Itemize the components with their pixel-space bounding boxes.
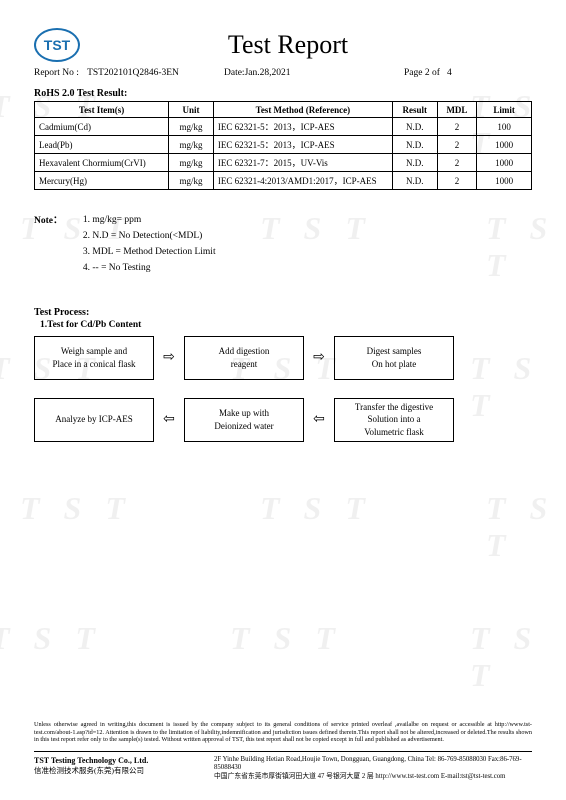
results-table: Test Item(s)UnitTest Method (Reference)R… — [34, 101, 532, 190]
note-block: Note： 1. mg/kg= ppm2. N.D = No Detection… — [34, 212, 532, 277]
footer-company-en: TST Testing Technology Co., Ltd. — [34, 756, 214, 765]
header: TST Test Report — [34, 28, 532, 62]
table-cell: Hexavalent Chormium(CrVI) — [35, 154, 169, 172]
report-no-value: TST202101Q2846-3EN — [87, 68, 179, 78]
table-row: Lead(Pb)mg/kgIEC 62321-5：2013，ICP-AESN.D… — [35, 136, 532, 154]
note-line: 1. mg/kg= ppm — [83, 212, 216, 228]
table-cell: Lead(Pb) — [35, 136, 169, 154]
note-label: Note： — [34, 216, 63, 226]
table-cell: Cadmium(Cd) — [35, 118, 169, 136]
footer-address-en: 2F Yinhe Building Hetian Road,Houjie Tow… — [214, 756, 532, 774]
table-header-cell: Limit — [477, 102, 532, 118]
table-header-cell: Unit — [169, 102, 214, 118]
table-cell: 2 — [437, 172, 477, 190]
date-value: Jan.28,2021 — [245, 68, 291, 78]
flow-row-1: Weigh sample andPlace in a conical flask… — [34, 336, 532, 380]
table-cell: 2 — [437, 154, 477, 172]
table-cell: mg/kg — [169, 172, 214, 190]
table-cell: mg/kg — [169, 154, 214, 172]
table-cell: 1000 — [477, 136, 532, 154]
flow-box: Add digestionreagent — [184, 336, 304, 380]
page-container: TST Test Report Report No : TST202101Q28… — [0, 0, 566, 800]
process-heading: Test Process: — [34, 307, 532, 318]
flow-box: Analyze by ICP-AES — [34, 398, 154, 442]
table-cell: N.D. — [392, 154, 437, 172]
page-label: Page — [404, 68, 422, 78]
meta-row: Report No : TST202101Q2846-3EN Date:Jan.… — [34, 68, 532, 78]
flow-arrow-icon: ⇨ — [304, 349, 334, 366]
table-header-cell: MDL — [437, 102, 477, 118]
flow-arrow-icon: ⇦ — [154, 411, 184, 428]
process-subheading: 1.Test for Cd/Pb Content — [40, 320, 532, 330]
report-title: Test Report — [90, 30, 486, 60]
table-header-cell: Test Item(s) — [35, 102, 169, 118]
date-label: Date: — [224, 68, 245, 78]
table-header-cell: Test Method (Reference) — [213, 102, 392, 118]
flow-arrow-icon: ⇨ — [154, 349, 184, 366]
table-row: Mercury(Hg)mg/kgIEC 62321-4:2013/AMD1:20… — [35, 172, 532, 190]
tst-logo: TST — [34, 28, 80, 62]
flowchart: Weigh sample andPlace in a conical flask… — [34, 336, 532, 442]
table-body: Cadmium(Cd)mg/kgIEC 62321-5：2013，ICP-AES… — [35, 118, 532, 190]
page-current: 2 — [425, 68, 430, 78]
table-cell: IEC 62321-5：2013，ICP-AES — [213, 136, 392, 154]
page-total: 4 — [447, 68, 452, 78]
table-cell: mg/kg — [169, 136, 214, 154]
table-cell: 2 — [437, 118, 477, 136]
table-row: Cadmium(Cd)mg/kgIEC 62321-5：2013，ICP-AES… — [35, 118, 532, 136]
table-cell: 2 — [437, 136, 477, 154]
results-heading: RoHS 2.0 Test Result: — [34, 88, 532, 99]
table-cell: IEC 62321-7：2015，UV-Vis — [213, 154, 392, 172]
table-cell: IEC 62321-5：2013，ICP-AES — [213, 118, 392, 136]
footer-company-cn: 信准检测技术服务(东莞)有限公司 — [34, 765, 214, 776]
table-cell: 100 — [477, 118, 532, 136]
flow-row-2: Analyze by ICP-AES⇦Make up withDeionized… — [34, 398, 532, 442]
table-cell: Mercury(Hg) — [35, 172, 169, 190]
footer: TST Testing Technology Co., Ltd. 信准检测技术服… — [34, 756, 532, 782]
flow-box: Digest samplesOn hot plate — [334, 336, 454, 380]
footer-address-cn: 中国广东省东莞市厚街镇河田大道 47 号银河大厦 2 层 http://www.… — [214, 773, 532, 782]
page-of: of — [432, 68, 440, 78]
table-cell: mg/kg — [169, 118, 214, 136]
note-line: 3. MDL = Method Detection Limit — [83, 244, 216, 260]
note-line: 4. -- = No Testing — [83, 260, 216, 276]
disclaimer-text: Unless otherwise agreed in writing,this … — [34, 721, 532, 744]
table-header-row: Test Item(s)UnitTest Method (Reference)R… — [35, 102, 532, 118]
table-row: Hexavalent Chormium(CrVI)mg/kgIEC 62321-… — [35, 154, 532, 172]
note-lines: 1. mg/kg= ppm2. N.D = No Detection(<MDL)… — [83, 212, 216, 277]
flow-arrow-icon: ⇦ — [304, 411, 334, 428]
table-cell: N.D. — [392, 136, 437, 154]
table-cell: IEC 62321-4:2013/AMD1:2017，ICP-AES — [213, 172, 392, 190]
flow-box: Transfer the digestiveSolution into aVol… — [334, 398, 454, 442]
table-cell: 1000 — [477, 172, 532, 190]
flow-box: Weigh sample andPlace in a conical flask — [34, 336, 154, 380]
table-cell: 1000 — [477, 154, 532, 172]
table-cell: N.D. — [392, 118, 437, 136]
footer-divider — [34, 751, 532, 752]
flow-box: Make up withDeionized water — [184, 398, 304, 442]
note-line: 2. N.D = No Detection(<MDL) — [83, 228, 216, 244]
table-cell: N.D. — [392, 172, 437, 190]
table-header-cell: Result — [392, 102, 437, 118]
report-no-label: Report No : — [34, 68, 79, 78]
